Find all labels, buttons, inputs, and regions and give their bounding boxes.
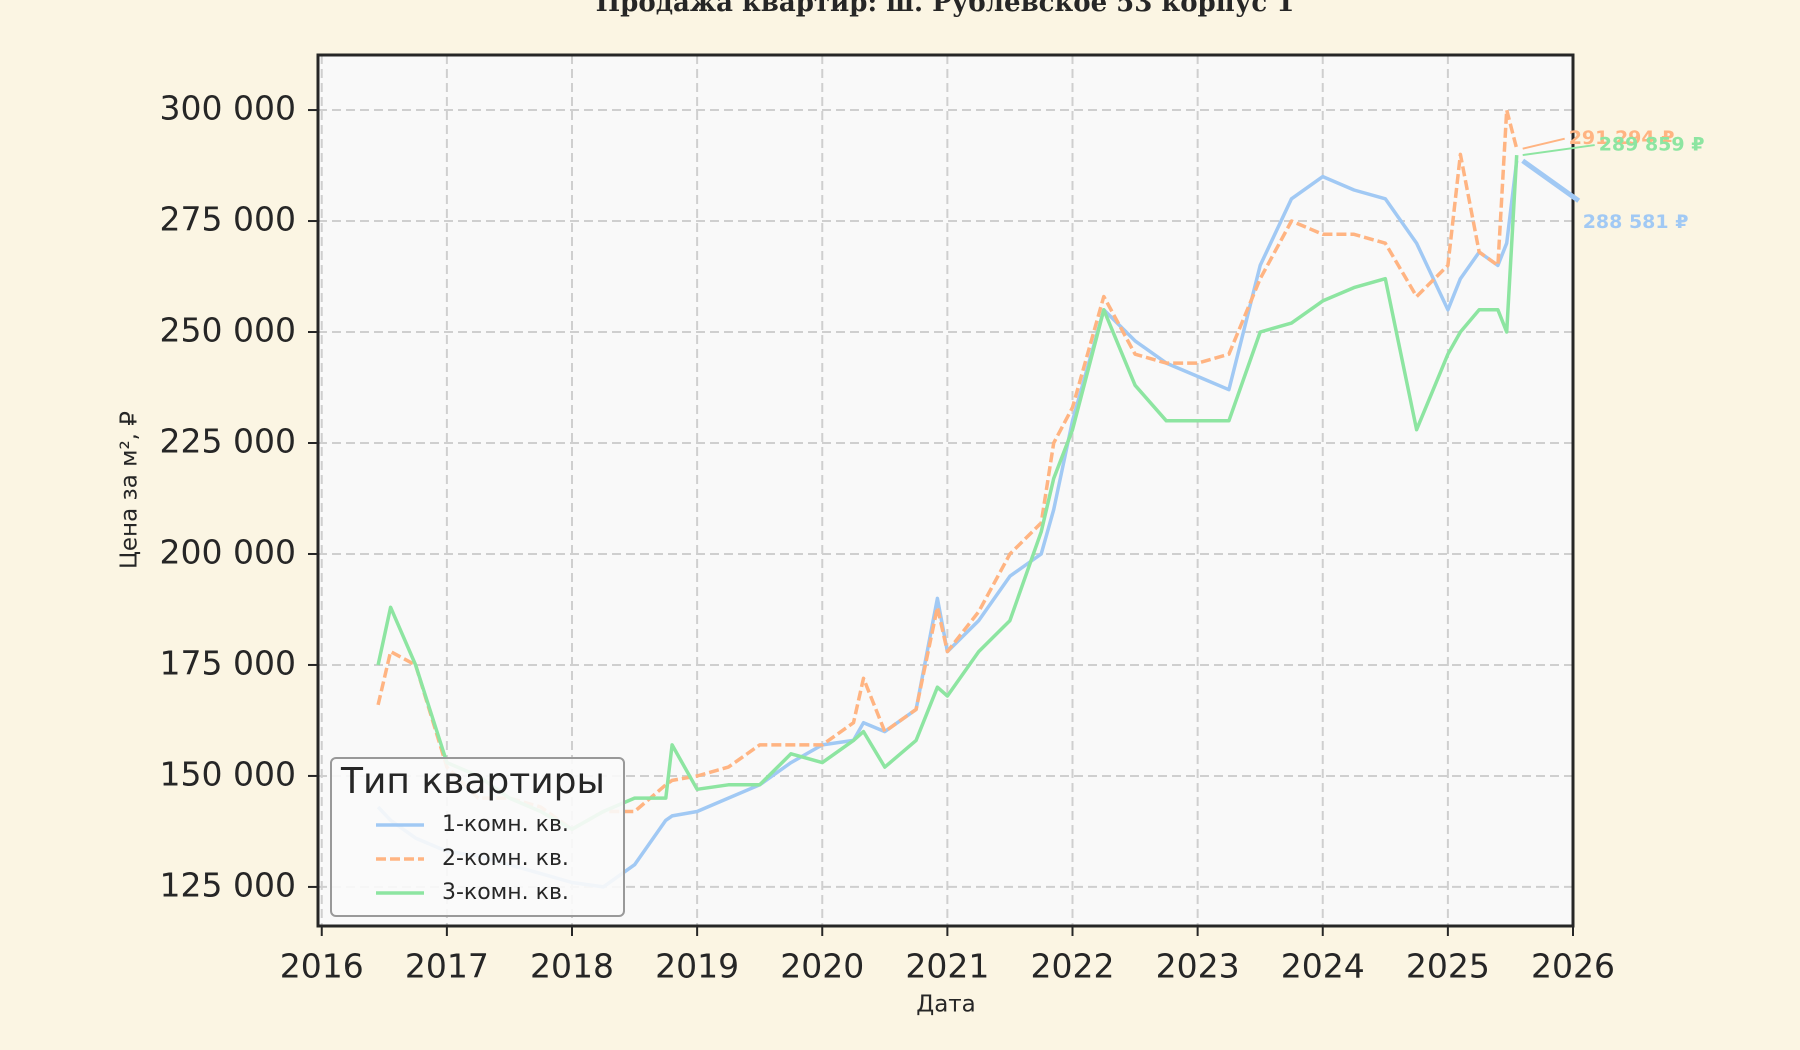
legend: Тип квартиры 1-комн. кв. 2-комн. кв. 3-ком… — [330, 757, 625, 917]
x-tick-label: 2020 — [780, 947, 864, 986]
y-tick-label: 175 000 — [160, 643, 296, 682]
x-tick-label: 2022 — [1031, 947, 1115, 986]
x-tick-label: 2025 — [1406, 947, 1490, 986]
x-tick-label: 2016 — [280, 947, 364, 986]
series-line — [376, 108, 1519, 831]
annotation: 291 294 ₽ — [1569, 127, 1675, 149]
x-tick-label: 2017 — [405, 947, 489, 986]
legend-label: 2-комн. кв. — [442, 846, 569, 871]
annotation-arrow — [1521, 158, 1581, 203]
legend-title: Тип квартиры — [340, 761, 605, 802]
grid — [308, 55, 1574, 936]
y-tick-label: 125 000 — [160, 865, 296, 904]
annotation: 289 859 ₽ — [1599, 134, 1705, 156]
y-tick-label: 275 000 — [160, 200, 296, 239]
annotations: 288 581 ₽ 291 294 ₽289 859 ₽ — [1521, 127, 1705, 233]
y-tick-label: 225 000 — [160, 421, 296, 460]
plot-frame — [316, 53, 1575, 928]
y-tick-label: 200 000 — [160, 532, 296, 571]
x-tick-label: 2026 — [1531, 947, 1615, 986]
x-axis-label: Дата — [916, 992, 976, 1018]
annotation-arrow — [1522, 144, 1595, 157]
chart-title: Продажа квартир: ш. Рублевское 53 корпус… — [596, 0, 1295, 18]
legend-box — [330, 757, 625, 917]
x-tick-label: 2019 — [655, 947, 739, 986]
x-tick-label: 2018 — [530, 947, 614, 986]
x-tick-label: 2023 — [1156, 947, 1240, 986]
legend-label: 1-комн. кв. — [442, 812, 569, 837]
annotation: 288 581 ₽ — [1583, 211, 1689, 233]
x-tick-label: 2024 — [1281, 947, 1365, 986]
y-tick-label: 300 000 — [160, 89, 296, 128]
y-axis-label: Цена за м², ₽ — [117, 411, 143, 569]
annotation-arrow — [1522, 137, 1565, 150]
x-tick-label: 2021 — [905, 947, 989, 986]
legend-label: 3-комн. кв. — [442, 880, 569, 905]
y-tick-label: 250 000 — [160, 311, 296, 350]
y-tick-label: 150 000 — [160, 754, 296, 793]
